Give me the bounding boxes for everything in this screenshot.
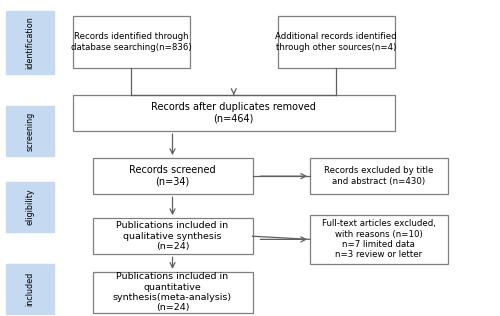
Text: Records after duplicates removed
(n=464): Records after duplicates removed (n=464) bbox=[152, 102, 316, 124]
Text: Publications included in
quantitative
synthesis(meta-analysis)
(n=24): Publications included in quantitative sy… bbox=[113, 272, 232, 313]
Text: Publications included in
qualitative synthesis
(n=24): Publications included in qualitative syn… bbox=[116, 221, 228, 251]
Text: Records excluded by title
and abstract (n=430): Records excluded by title and abstract (… bbox=[324, 167, 434, 186]
Text: screening: screening bbox=[25, 112, 34, 151]
Text: Additional records identified
through other sources(n=4): Additional records identified through ot… bbox=[276, 32, 397, 52]
FancyBboxPatch shape bbox=[72, 95, 395, 131]
FancyBboxPatch shape bbox=[6, 11, 54, 74]
FancyBboxPatch shape bbox=[92, 218, 252, 254]
FancyBboxPatch shape bbox=[6, 182, 54, 232]
FancyBboxPatch shape bbox=[6, 106, 54, 156]
Text: identification: identification bbox=[25, 16, 34, 69]
Text: Full-text articles excluded,
with reasons (n=10)
n=7 limited data
n=3 review or : Full-text articles excluded, with reason… bbox=[322, 219, 436, 259]
Text: Records screened
(n=34): Records screened (n=34) bbox=[129, 165, 216, 187]
FancyBboxPatch shape bbox=[92, 272, 252, 313]
FancyBboxPatch shape bbox=[72, 16, 190, 68]
FancyBboxPatch shape bbox=[92, 158, 252, 194]
FancyBboxPatch shape bbox=[6, 264, 54, 314]
Text: eligibility: eligibility bbox=[25, 189, 34, 225]
FancyBboxPatch shape bbox=[310, 158, 448, 194]
Text: included: included bbox=[25, 272, 34, 306]
FancyBboxPatch shape bbox=[278, 16, 395, 68]
FancyBboxPatch shape bbox=[310, 215, 448, 264]
Text: Records identified through
database searching(n=836): Records identified through database sear… bbox=[71, 32, 192, 52]
